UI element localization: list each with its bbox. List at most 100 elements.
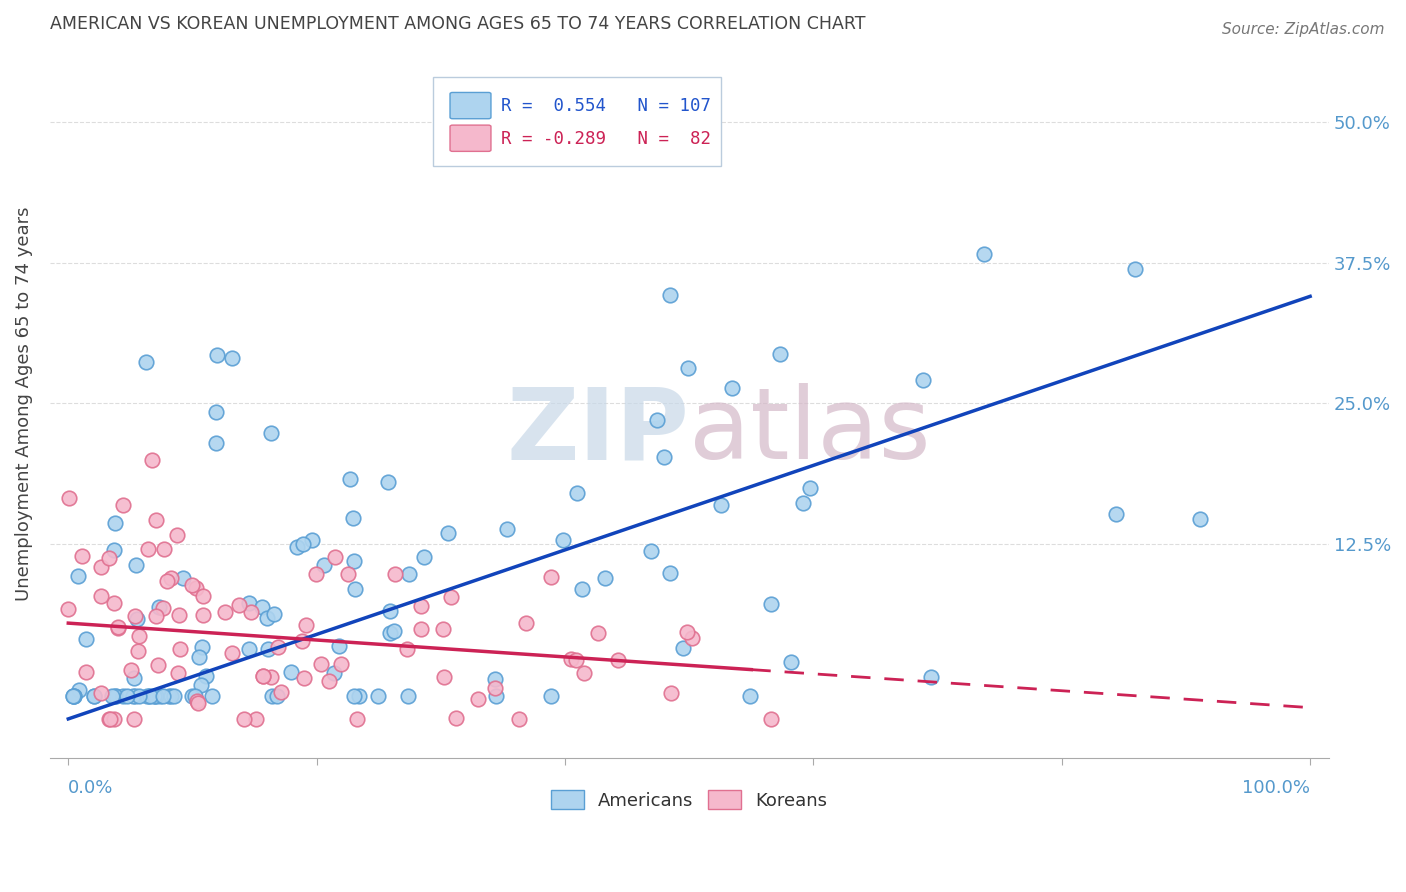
- Point: [124, 608, 146, 623]
- Point: [145, 609, 167, 624]
- Text: 100.0%: 100.0%: [1241, 779, 1310, 797]
- Point: [156, 574, 179, 589]
- Point: [183, 690, 205, 704]
- Point: [342, 511, 364, 525]
- Point: [911, 374, 934, 388]
- Text: atlas: atlas: [689, 384, 931, 480]
- Point: [291, 634, 314, 648]
- Point: [256, 611, 278, 625]
- Point: [149, 690, 172, 704]
- Point: [540, 690, 562, 704]
- Point: [792, 496, 814, 510]
- Point: [169, 641, 191, 656]
- Point: [238, 596, 260, 610]
- Point: [62, 690, 84, 704]
- Point: [409, 599, 432, 613]
- Point: [769, 346, 792, 360]
- Point: [721, 381, 744, 395]
- Point: [194, 669, 217, 683]
- Point: [710, 499, 733, 513]
- Point: [128, 690, 150, 704]
- Point: [153, 542, 176, 557]
- Point: [484, 681, 506, 695]
- Point: [205, 348, 228, 362]
- Point: [485, 690, 508, 704]
- Point: [484, 672, 506, 686]
- Point: [232, 712, 254, 726]
- Point: [312, 558, 335, 573]
- Point: [228, 598, 250, 612]
- Point: [104, 516, 127, 530]
- Point: [167, 608, 190, 623]
- Point: [349, 690, 371, 704]
- Point: [67, 568, 90, 582]
- Point: [214, 605, 236, 619]
- Point: [267, 640, 290, 655]
- Point: [148, 600, 170, 615]
- Point: [191, 607, 214, 622]
- Point: [436, 526, 458, 541]
- Point: [411, 622, 433, 636]
- Text: ZIP: ZIP: [506, 384, 689, 480]
- Point: [738, 690, 761, 704]
- Point: [166, 666, 188, 681]
- Point: [181, 578, 204, 592]
- Point: [103, 712, 125, 726]
- Point: [125, 612, 148, 626]
- Point: [565, 486, 588, 500]
- Point: [565, 653, 588, 667]
- Point: [104, 690, 127, 704]
- Point: [122, 712, 145, 726]
- Point: [571, 582, 593, 596]
- Point: [107, 620, 129, 634]
- Point: [336, 567, 359, 582]
- Point: [645, 413, 668, 427]
- Point: [384, 566, 406, 581]
- Point: [124, 690, 146, 704]
- Point: [339, 472, 361, 486]
- Point: [239, 605, 262, 619]
- Point: [112, 498, 135, 512]
- Point: [328, 640, 350, 654]
- Point: [98, 712, 121, 726]
- Point: [124, 671, 146, 685]
- Point: [63, 690, 86, 704]
- Point: [90, 560, 112, 574]
- Point: [540, 570, 562, 584]
- Point: [395, 642, 418, 657]
- Point: [595, 570, 617, 584]
- Point: [266, 690, 288, 704]
- Point: [62, 690, 84, 704]
- Point: [377, 475, 399, 490]
- Point: [63, 690, 86, 704]
- Point: [654, 450, 676, 464]
- Point: [58, 491, 80, 506]
- Point: [323, 550, 346, 565]
- Point: [496, 522, 519, 536]
- Point: [305, 567, 328, 582]
- Point: [145, 513, 167, 527]
- Point: [90, 589, 112, 603]
- Point: [446, 710, 468, 724]
- Point: [467, 692, 489, 706]
- Point: [378, 625, 401, 640]
- Point: [187, 696, 209, 710]
- Point: [146, 658, 169, 673]
- Point: [128, 629, 150, 643]
- Point: [238, 641, 260, 656]
- Point: [83, 690, 105, 704]
- Point: [343, 690, 366, 704]
- Point: [201, 690, 224, 704]
- Point: [396, 690, 419, 704]
- Point: [186, 694, 208, 708]
- Point: [58, 602, 80, 616]
- Point: [181, 690, 204, 704]
- Point: [159, 572, 181, 586]
- Point: [572, 665, 595, 680]
- Point: [190, 678, 212, 692]
- Point: [125, 558, 148, 572]
- Point: [1123, 261, 1146, 276]
- Point: [586, 626, 609, 640]
- Point: [640, 544, 662, 558]
- Point: [432, 622, 454, 636]
